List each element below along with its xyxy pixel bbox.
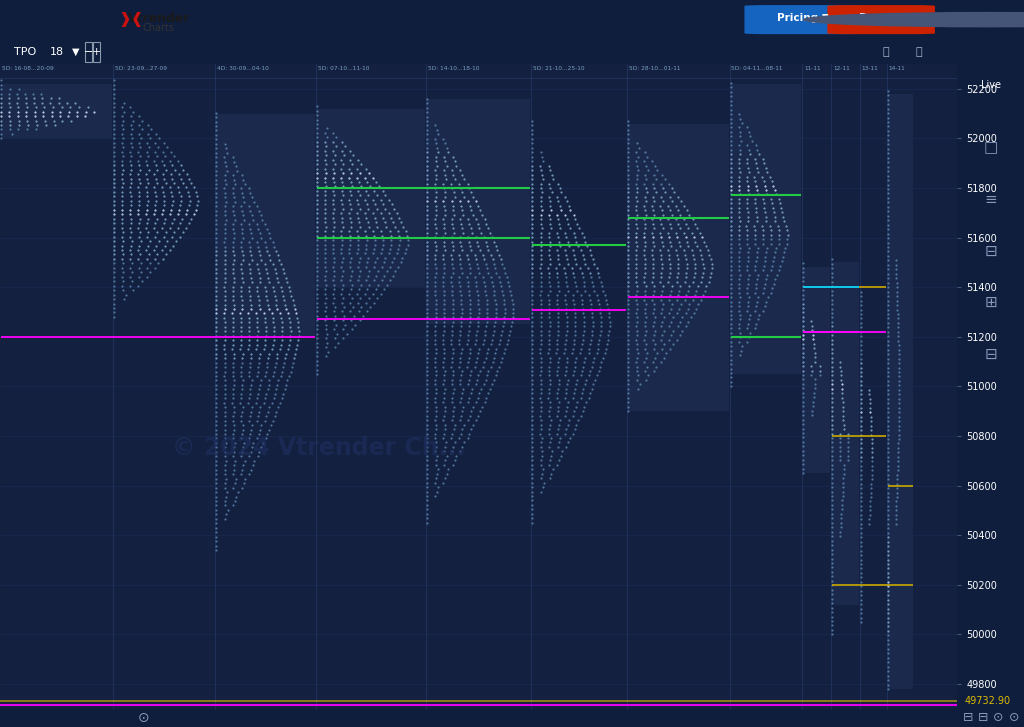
Text: 5D: 21-10...25-10: 5D: 21-10...25-10 <box>534 66 585 71</box>
Text: 49732.90: 49732.90 <box>965 696 1011 706</box>
Text: Charts: Charts <box>142 23 175 33</box>
Text: ❱❰: ❱❰ <box>119 12 143 27</box>
Text: 5D: 04-11...08-11: 5D: 04-11...08-11 <box>731 66 783 71</box>
Text: ⊙: ⊙ <box>1009 712 1019 724</box>
Bar <box>1 84 112 138</box>
Circle shape <box>804 12 1024 27</box>
Text: 5D: 14-10...18-10: 5D: 14-10...18-10 <box>428 66 479 71</box>
Text: −: − <box>84 47 93 57</box>
Text: 5D: 07-10...11-10: 5D: 07-10...11-10 <box>317 66 370 71</box>
Bar <box>803 268 830 473</box>
Bar <box>316 108 425 287</box>
FancyBboxPatch shape <box>744 5 862 34</box>
Bar <box>888 94 913 689</box>
Text: ⊞: ⊞ <box>984 295 997 310</box>
Text: 4D: 30-09...04-10: 4D: 30-09...04-10 <box>217 66 269 71</box>
Text: 5D: 23-09...27-09: 5D: 23-09...27-09 <box>115 66 167 71</box>
Text: Pricing ₹: Pricing ₹ <box>777 12 829 23</box>
Bar <box>216 113 315 337</box>
Text: ⊟: ⊟ <box>963 712 973 724</box>
Text: ⊙: ⊙ <box>993 712 1004 724</box>
Text: Vtrender: Vtrender <box>127 12 190 25</box>
FancyBboxPatch shape <box>827 5 935 34</box>
Text: ⊟: ⊟ <box>978 712 988 724</box>
Text: TPO: TPO <box>14 47 37 57</box>
Bar <box>628 124 729 411</box>
Text: 11-11: 11-11 <box>804 66 821 71</box>
Text: 13-11: 13-11 <box>862 66 879 71</box>
Text: ⋯: ⋯ <box>925 12 939 27</box>
Text: 5D: 28-10...01-11: 5D: 28-10...01-11 <box>629 66 681 71</box>
Text: ⊟: ⊟ <box>984 244 997 259</box>
Bar <box>833 262 859 605</box>
Bar <box>427 99 530 324</box>
Text: © 2024 Vtrender Ch...: © 2024 Vtrender Ch... <box>172 436 466 460</box>
Text: +: + <box>91 47 101 57</box>
Text: 💾: 💾 <box>883 47 889 57</box>
Bar <box>730 84 802 374</box>
Text: ≡: ≡ <box>984 192 997 207</box>
Text: ⊟: ⊟ <box>984 347 997 361</box>
Text: 18: 18 <box>50 47 63 57</box>
Text: ⤢: ⤢ <box>915 47 923 57</box>
Text: ℹ: ℹ <box>955 13 959 26</box>
Text: ⊙: ⊙ <box>137 711 150 725</box>
Text: 14-11: 14-11 <box>889 66 905 71</box>
Text: □: □ <box>983 140 998 156</box>
Text: Live: Live <box>981 80 1000 90</box>
Text: UG: UG <box>980 15 996 25</box>
Text: 5D: 16-08...20-09: 5D: 16-08...20-09 <box>2 66 53 71</box>
Text: Demo ▶: Demo ▶ <box>859 12 904 23</box>
Text: ▼: ▼ <box>72 47 79 57</box>
Text: 12-11: 12-11 <box>833 66 850 71</box>
